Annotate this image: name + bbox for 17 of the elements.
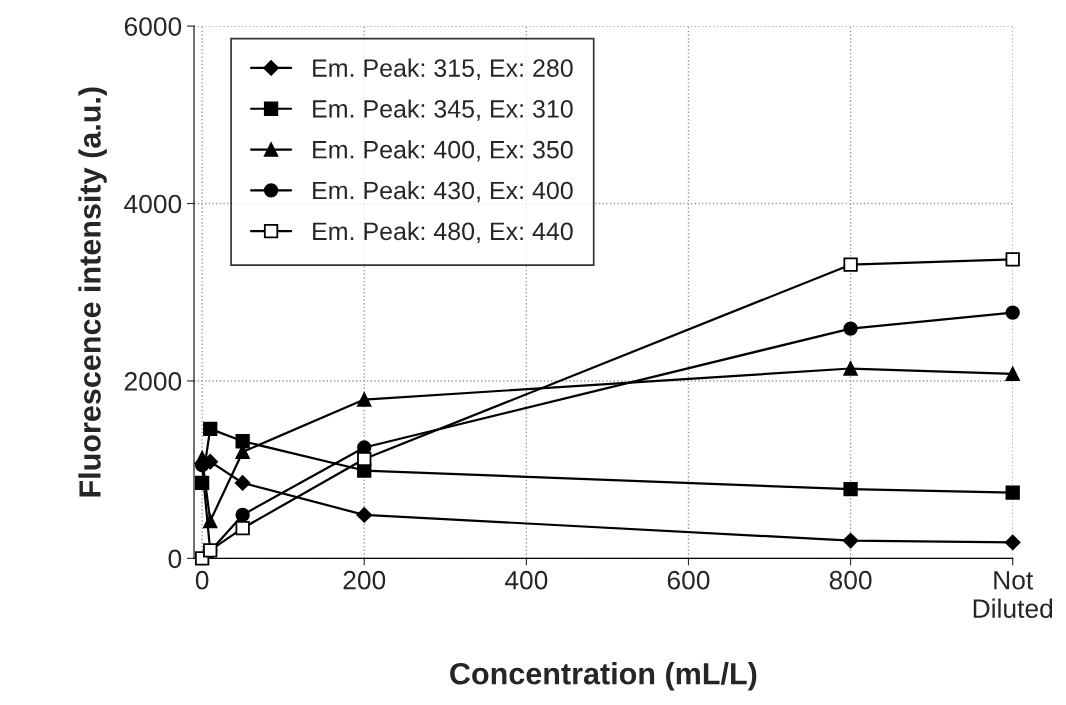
y-axis-title: Fluorescence intensity (a.u.) <box>78 87 107 497</box>
x-axis-title: Concentration (mL/L) <box>450 662 757 691</box>
x-tick-label: 600 <box>667 570 710 590</box>
legend-label: Em. Peak: 315, Ex: 280 <box>313 58 573 80</box>
legend-label: Em. Peak: 400, Ex: 350 <box>313 140 573 162</box>
y-tick-label: 6000 <box>124 17 182 36</box>
x-tick-label: 400 <box>504 570 548 590</box>
y-tick-label: 2000 <box>124 372 182 391</box>
legend-label: Em. Peak: 480, Ex: 440 <box>313 221 573 244</box>
y-tick-label: 4000 <box>124 194 182 214</box>
x-tick-label: Not Diluted <box>973 571 1053 618</box>
legend-label: Em. Peak: 345, Ex: 310 <box>313 99 573 121</box>
x-tick-label: 0 <box>195 570 209 590</box>
y-tick-label: 0 <box>168 549 182 569</box>
x-tick-label: 800 <box>829 570 872 590</box>
x-tick-label: 200 <box>343 570 386 590</box>
legend-label: Em. Peak: 430, Ex: 400 <box>313 181 573 203</box>
